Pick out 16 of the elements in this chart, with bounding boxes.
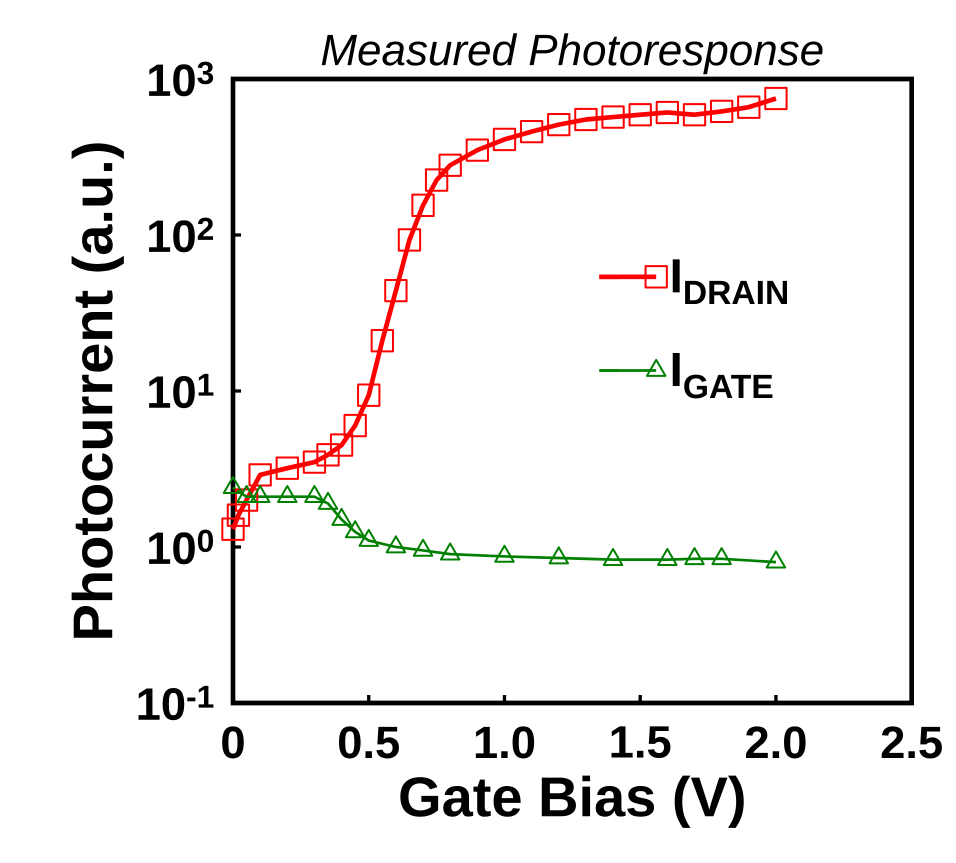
y-tick-label: 10$^{3}$ xyxy=(149,62,214,96)
legend-label: I$_{DRAIN}$ xyxy=(672,259,787,304)
y-tick-label: 10$^{0}$ xyxy=(149,530,213,564)
x-tick-label: 2.5 xyxy=(882,726,942,758)
x-tick-label: 0.5 xyxy=(339,726,399,758)
y-tick-label: 10$^{1}$ xyxy=(149,374,214,408)
x-tick-label: 0 xyxy=(222,726,244,758)
x-tick-label: 1.5 xyxy=(612,726,670,758)
y-tick-label: 10$^{-1}$ xyxy=(138,686,214,720)
x-axis-title: Gate Bias (V) xyxy=(400,776,744,828)
x-tick-label: 2.0 xyxy=(746,726,806,758)
x-tick-label: 1.0 xyxy=(476,726,534,758)
y-tick-label: 10$^{2}$ xyxy=(149,218,214,252)
legend-label: I$_{GATE}$ xyxy=(672,353,772,398)
y-axis-title: Photocurrent (a.u.) xyxy=(72,143,124,638)
chart-title: Measured Photoresponse xyxy=(322,33,823,74)
